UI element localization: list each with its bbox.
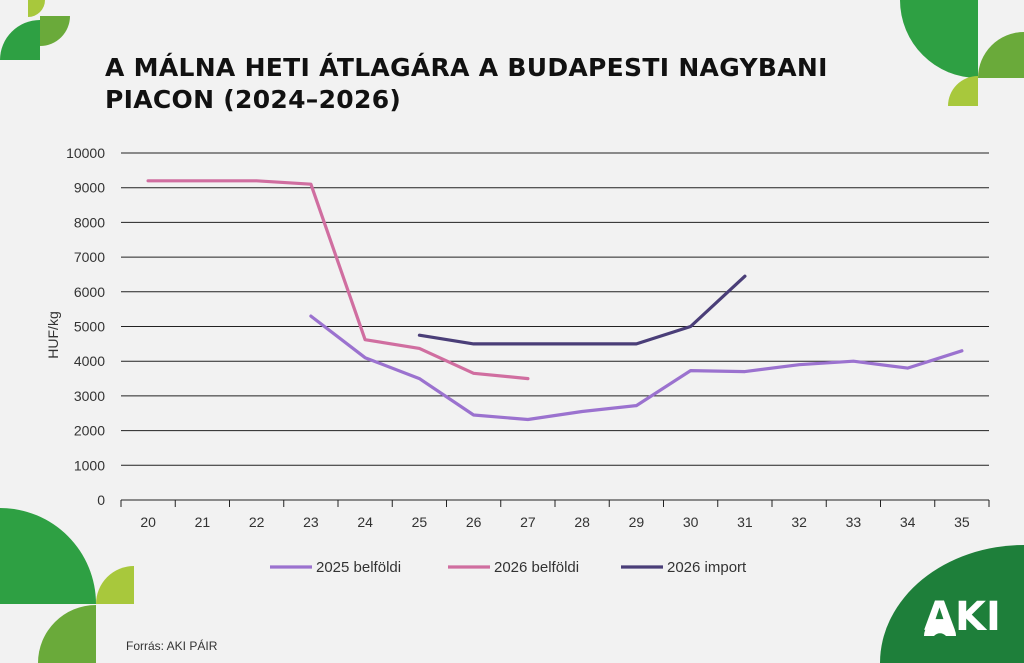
y-tick-label: 8000 <box>74 214 105 230</box>
deco-leaf-top-right-light <box>948 76 978 106</box>
legend-item-3: 2026 import <box>621 559 747 576</box>
chart-title: A MÁLNA HETI ÁTLAGÁRA A BUDAPESTI NAGYBA… <box>105 52 905 116</box>
y-tick-label: 9000 <box>74 180 105 196</box>
x-tick-label: 30 <box>683 514 699 530</box>
aki-logo: AKI <box>924 594 1001 638</box>
deco-leaf-top-right-mid <box>978 32 1024 78</box>
aki-logo-text: AKI <box>924 594 1001 638</box>
legend: 2025 belföldi 2026 belföldi 2026 import <box>270 559 747 576</box>
y-tick-label: 10000 <box>66 145 105 161</box>
deco-leaf-top-left-light <box>28 0 45 17</box>
legend-label: 2026 import <box>667 559 747 576</box>
x-tick-label: 33 <box>846 514 862 530</box>
series-lines <box>146 179 964 422</box>
grid-lines <box>121 152 989 501</box>
x-tick-label: 20 <box>140 514 156 530</box>
x-tick-label: 28 <box>574 514 590 530</box>
deco-leaf-bottom-left-light <box>96 566 134 604</box>
x-tick-label: 35 <box>954 514 970 530</box>
x-tick-label: 34 <box>900 514 916 530</box>
x-tick-label: 23 <box>303 514 319 530</box>
deco-leaf-bottom-left-dark <box>0 508 96 604</box>
legend-label: 2025 belföldi <box>316 559 401 576</box>
x-tick-label: 25 <box>412 514 428 530</box>
source-note: Forrás: AKI PÁIR <box>126 639 218 653</box>
deco-leaf-bottom-right-dark <box>880 545 1024 663</box>
deco-leaf-top-right-dark <box>900 0 978 78</box>
aki-logo-mark <box>924 620 956 636</box>
x-axis-ticks: 20 21 22 23 24 25 26 27 28 29 30 31 32 33 34 35 <box>120 500 990 530</box>
chart-title-line-1: A MÁLNA HETI ÁTLAGÁRA A BUDAPESTI NAGYBA… <box>105 53 828 82</box>
series-line-3 <box>417 274 747 346</box>
legend-item-1: 2025 belföldi <box>270 559 401 576</box>
series-line-2 <box>146 179 530 381</box>
x-tick-label: 27 <box>520 514 536 530</box>
x-tick-label: 22 <box>249 514 265 530</box>
deco-leaf-top-left-mid <box>40 16 70 46</box>
x-tick-label: 32 <box>791 514 807 530</box>
legend-label: 2026 belföldi <box>494 559 579 576</box>
y-tick-label: 7000 <box>74 249 105 265</box>
y-tick-label: 3000 <box>74 388 105 404</box>
y-tick-label: 5000 <box>74 319 105 335</box>
legend-item-2: 2026 belföldi <box>448 559 579 576</box>
y-tick-label: 4000 <box>74 353 105 369</box>
x-tick-label: 24 <box>357 514 373 530</box>
aki-logo-mark-cut <box>934 633 946 636</box>
y-tick-label: 1000 <box>74 457 105 473</box>
deco-leaf-bottom-left-mid <box>38 605 96 663</box>
series-line-1 <box>309 314 964 422</box>
x-tick-label: 21 <box>195 514 211 530</box>
y-tick-label: 0 <box>97 492 105 508</box>
y-tick-label: 6000 <box>74 284 105 300</box>
chart-title-line-2: PIACON (2024–2026) <box>105 85 402 114</box>
y-axis-label: HUF/kg <box>45 311 61 358</box>
x-tick-label: 31 <box>737 514 753 530</box>
x-tick-label: 29 <box>629 514 645 530</box>
y-tick-label: 2000 <box>74 423 105 439</box>
y-axis-ticks: 0 1000 2000 3000 4000 5000 6000 7000 8000 9000 100… <box>66 145 105 508</box>
deco-leaf-top-left-dark <box>0 20 40 60</box>
x-tick-label: 26 <box>466 514 482 530</box>
